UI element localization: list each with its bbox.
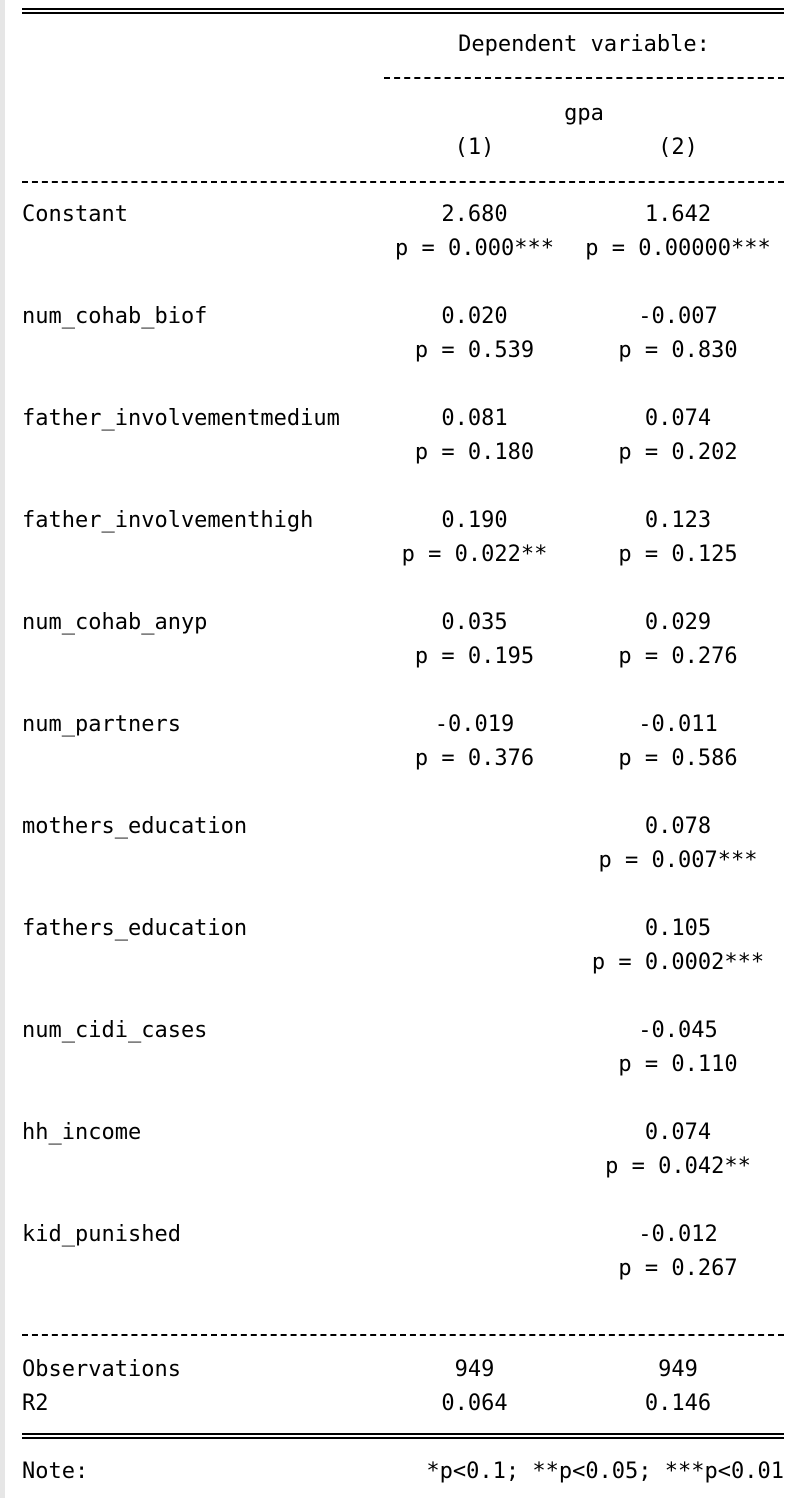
coefficient-model-2: -0.011 (638, 712, 718, 737)
stat-label: Observations (22, 1357, 181, 1382)
p-value-model-2: p = 0.110 (618, 1052, 738, 1077)
variable-label: fathers_education (22, 916, 248, 941)
bottom-double-rule (22, 1433, 784, 1439)
coefficient-model-1: 0.020 (441, 304, 508, 329)
p-value-model-2: p = 0.125 (618, 542, 738, 567)
stat-model-2: 0.146 (644, 1391, 712, 1416)
p-value-model-2: p = 0.202 (618, 440, 738, 465)
significance-note: *p<0.1; **p<0.05; ***p<0.01 (426, 1459, 784, 1484)
coefficient-model-2: 0.074 (644, 406, 712, 431)
top-double-rule (22, 8, 784, 14)
p-value-model-2: p = 0.042** (605, 1154, 751, 1179)
p-value-model-1: p = 0.539 (414, 338, 535, 363)
coefficient-model-1: 0.081 (441, 406, 508, 431)
p-value-model-2: p = 0.007*** (598, 848, 758, 873)
coefficient-model-1: 0.190 (441, 508, 508, 533)
header-dashed-rule (384, 77, 784, 79)
variable-label: hh_income (22, 1120, 142, 1145)
stat-model-1: 0.064 (441, 1391, 508, 1416)
p-value-model-1: p = 0.376 (414, 746, 535, 771)
coefficient-model-2: -0.007 (638, 304, 718, 329)
variable-label: num_cohab_anyp (22, 610, 208, 635)
p-value-model-2: p = 0.0002*** (591, 950, 765, 975)
variable-label: kid_punished (22, 1222, 181, 1247)
p-value-model-2: p = 0.586 (618, 746, 738, 771)
coefficient-model-2: 0.123 (644, 508, 712, 533)
variable-label: num_cidi_cases (22, 1018, 208, 1043)
variable-label: father_involvementhigh (22, 508, 314, 533)
variable-label: father_involvementmedium (22, 406, 340, 431)
coefficient-model-2: 0.029 (644, 610, 712, 635)
dependent-variable-name: gpa (564, 101, 604, 126)
p-value-model-2: p = 0.00000*** (585, 236, 771, 261)
p-value-model-2: p = 0.830 (618, 338, 738, 363)
coefficient-model-2: 0.105 (644, 916, 712, 941)
stats-top-dashed-rule (22, 1334, 784, 1336)
p-value-model-1: p = 0.180 (414, 440, 535, 465)
coefficient-model-2: -0.012 (638, 1222, 718, 1247)
variable-label: Constant (22, 202, 128, 227)
p-value-model-1: p = 0.000*** (395, 236, 554, 261)
p-value-model-2: p = 0.276 (618, 644, 738, 669)
dependent-variable-heading: Dependent variable: (458, 32, 710, 57)
left-margin-bar (0, 0, 5, 1498)
p-value-model-1: p = 0.022** (401, 542, 548, 567)
note-label: Note: (22, 1459, 89, 1484)
variable-label: mothers_education (22, 814, 248, 839)
coefficient-model-2: -0.045 (638, 1018, 718, 1043)
header-bottom-dashed-rule (22, 181, 784, 183)
coefficient-model-1: -0.019 (434, 712, 515, 737)
p-value-model-2: p = 0.267 (618, 1256, 738, 1281)
stat-model-1: 949 (454, 1357, 495, 1382)
coefficient-model-1: 0.035 (441, 610, 508, 635)
column-header-1: (1) (454, 135, 495, 160)
variable-label: num_partners (22, 712, 181, 737)
variable-label: num_cohab_biof (22, 304, 208, 329)
stat-label: R2 (22, 1391, 49, 1416)
coefficient-model-2: 0.074 (644, 1120, 712, 1145)
coefficient-model-2: 0.078 (644, 814, 712, 839)
coefficient-model-2: 1.642 (644, 202, 712, 227)
stat-model-2: 949 (658, 1357, 698, 1382)
p-value-model-1: p = 0.195 (414, 644, 535, 669)
column-header-2: (2) (658, 135, 698, 160)
coefficient-model-1: 2.680 (441, 202, 508, 227)
